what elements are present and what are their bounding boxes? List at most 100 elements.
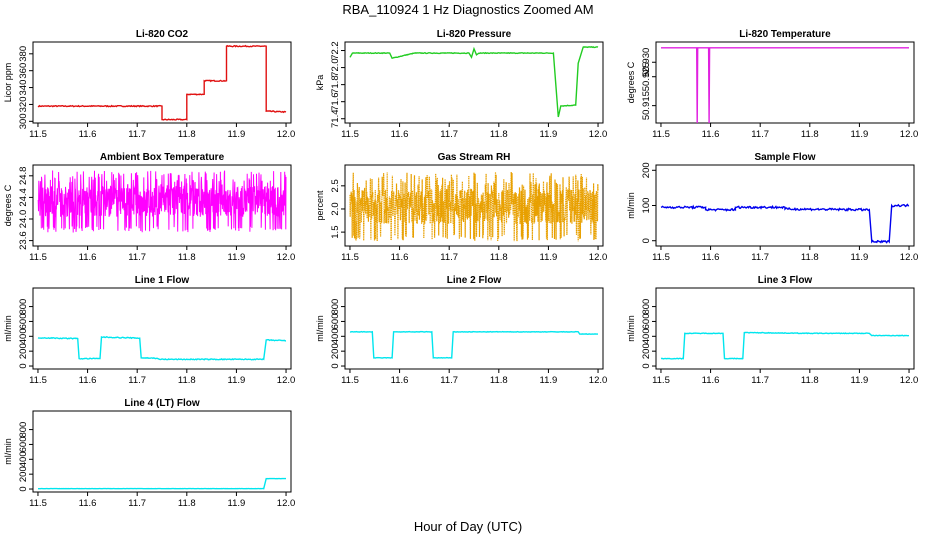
y-tick-label: 320 — [18, 97, 29, 113]
y-tick-label: 71.4 — [330, 109, 341, 128]
x-tick-label: 11.6 — [391, 252, 409, 263]
plot-frame — [655, 41, 915, 124]
panel-8: Line 2 Flow ml/min 11.5 11.6 11.7 11.8 11.9 12.… — [315, 275, 607, 386]
x-tick-label: 11.7 — [751, 375, 769, 386]
y-tick-label: 200 — [641, 343, 652, 359]
y-tick-label: 71.8 — [330, 75, 341, 94]
y-axis-label: ml/min — [315, 315, 325, 342]
y-tick-label: 600 — [330, 314, 341, 330]
x-tick-label: 11.5 — [341, 252, 359, 263]
y-axis-label: kPa — [315, 75, 325, 91]
panel-2: Li-820 Pressure kPa 11.5 11.6 11.7 11.8 11.9 12… — [315, 29, 607, 140]
series-1-line — [37, 336, 287, 361]
y-tick-label: 200 — [330, 343, 341, 359]
y-tick-label: 800 — [18, 299, 29, 315]
panels: Li-820 CO2 Licor ppm 11.5 11.6 11.7 11.8 11.9 1… — [3, 29, 918, 509]
y-tick-label: 24.8 — [18, 167, 29, 186]
panel-title: Li-820 CO2 — [136, 29, 189, 40]
y-tick-label: 200 — [641, 162, 652, 178]
x-tick-label: 11.9 — [851, 129, 869, 140]
series-1-line — [37, 44, 287, 121]
x-tick-label: 11.6 — [702, 252, 720, 263]
panel-7: Line 1 Flow ml/min 11.5 11.6 11.7 11.8 11.9 12.… — [3, 275, 295, 386]
panel-1: Li-820 CO2 Licor ppm 11.5 11.6 11.7 11.8 11.9 1… — [3, 29, 295, 140]
x-tick-label: 11.5 — [652, 129, 670, 140]
plot-frame — [655, 287, 915, 370]
series-1-line — [661, 47, 909, 124]
y-tick-label: 380 — [18, 46, 29, 62]
plot-frame — [32, 287, 292, 370]
y-axis-label: percent — [315, 190, 325, 221]
y-tick-label: 72.2 — [330, 41, 341, 60]
x-tick-label: 11.6 — [79, 129, 97, 140]
plot-frame — [344, 287, 604, 370]
y-tick-label: 100 — [641, 198, 652, 214]
panel-title: Line 2 Flow — [447, 275, 502, 286]
x-tick-label: 12.0 — [589, 375, 608, 386]
y-tick-label: 50.925 — [641, 62, 652, 91]
x-tick-label: 11.9 — [540, 129, 558, 140]
x-tick-label: 11.7 — [128, 498, 146, 509]
panel-6: Sample Flow ml/min 11.5 11.6 11.7 11.8 11.9 12.… — [626, 152, 918, 263]
x-tick-label: 11.9 — [540, 375, 558, 386]
x-tick-label: 11.5 — [29, 375, 47, 386]
x-tick-label: 12.0 — [589, 252, 608, 263]
x-tick-label: 12.0 — [277, 375, 296, 386]
y-tick-label: 24.4 — [18, 188, 29, 207]
x-tick-label: 11.9 — [851, 375, 869, 386]
x-tick-label: 11.5 — [341, 375, 359, 386]
y-axis-label: degrees C — [3, 184, 13, 226]
y-tick-label: 24.0 — [18, 210, 29, 229]
plot-frame — [344, 41, 604, 124]
plot-frame — [655, 164, 915, 247]
y-tick-label: 800 — [18, 422, 29, 438]
x-tick-label: 11.6 — [79, 375, 97, 386]
y-tick-label: 23.6 — [18, 231, 29, 250]
x-tick-label: 11.8 — [178, 498, 196, 509]
x-tick-label: 12.0 — [277, 252, 296, 263]
y-tick-label: 600 — [18, 314, 29, 330]
series-1-line — [37, 170, 287, 233]
figure-x-label: Hour of Day (UTC) — [414, 519, 522, 534]
panel-title: Gas Stream RH — [438, 152, 511, 163]
panel-title: Sample Flow — [754, 152, 815, 163]
panel-title: Line 1 Flow — [135, 275, 190, 286]
panel-title: Line 4 (LT) Flow — [124, 398, 200, 409]
panel-title: Ambient Box Temperature — [100, 152, 225, 163]
x-tick-label: 11.5 — [29, 252, 47, 263]
x-tick-label: 11.8 — [178, 129, 196, 140]
y-axis-label: ml/min — [626, 192, 636, 219]
panel-title: Li-820 Pressure — [437, 29, 512, 40]
plot-frame — [32, 164, 292, 247]
x-tick-label: 11.8 — [801, 375, 819, 386]
x-tick-label: 11.6 — [702, 129, 720, 140]
y-tick-label: 0 — [641, 363, 652, 368]
panel-10: Line 4 (LT) Flow ml/min 11.5 11.6 11.7 11.8 11… — [3, 398, 295, 509]
series-1-line — [660, 331, 910, 360]
x-tick-label: 11.5 — [29, 498, 47, 509]
x-tick-label: 12.0 — [900, 252, 919, 263]
y-tick-label: 360 — [18, 63, 29, 79]
series-1-line — [660, 203, 910, 244]
panel-4: Ambient Box Temperature degrees C 11.5 11.6… — [3, 152, 295, 263]
y-axis-label: ml/min — [3, 315, 13, 342]
y-tick-label: 72.0 — [330, 58, 341, 77]
y-tick-label: 800 — [641, 299, 652, 315]
x-tick-label: 11.6 — [391, 129, 409, 140]
x-tick-label: 11.5 — [652, 252, 670, 263]
y-tick-label: 71.6 — [330, 92, 341, 111]
x-tick-label: 11.6 — [702, 375, 720, 386]
x-tick-label: 11.6 — [79, 498, 97, 509]
x-tick-label: 11.5 — [29, 129, 47, 140]
x-tick-label: 11.6 — [391, 375, 409, 386]
x-tick-label: 11.8 — [801, 129, 819, 140]
y-axis-label: ml/min — [3, 438, 13, 465]
y-tick-label: 0 — [18, 363, 29, 368]
y-tick-label: 600 — [18, 437, 29, 453]
plot-frame — [32, 41, 292, 124]
series-1-points — [349, 171, 599, 242]
y-tick-label: 400 — [18, 451, 29, 467]
y-tick-label: 1.5 — [330, 226, 341, 239]
y-axis-label: Licor ppm — [3, 63, 13, 103]
